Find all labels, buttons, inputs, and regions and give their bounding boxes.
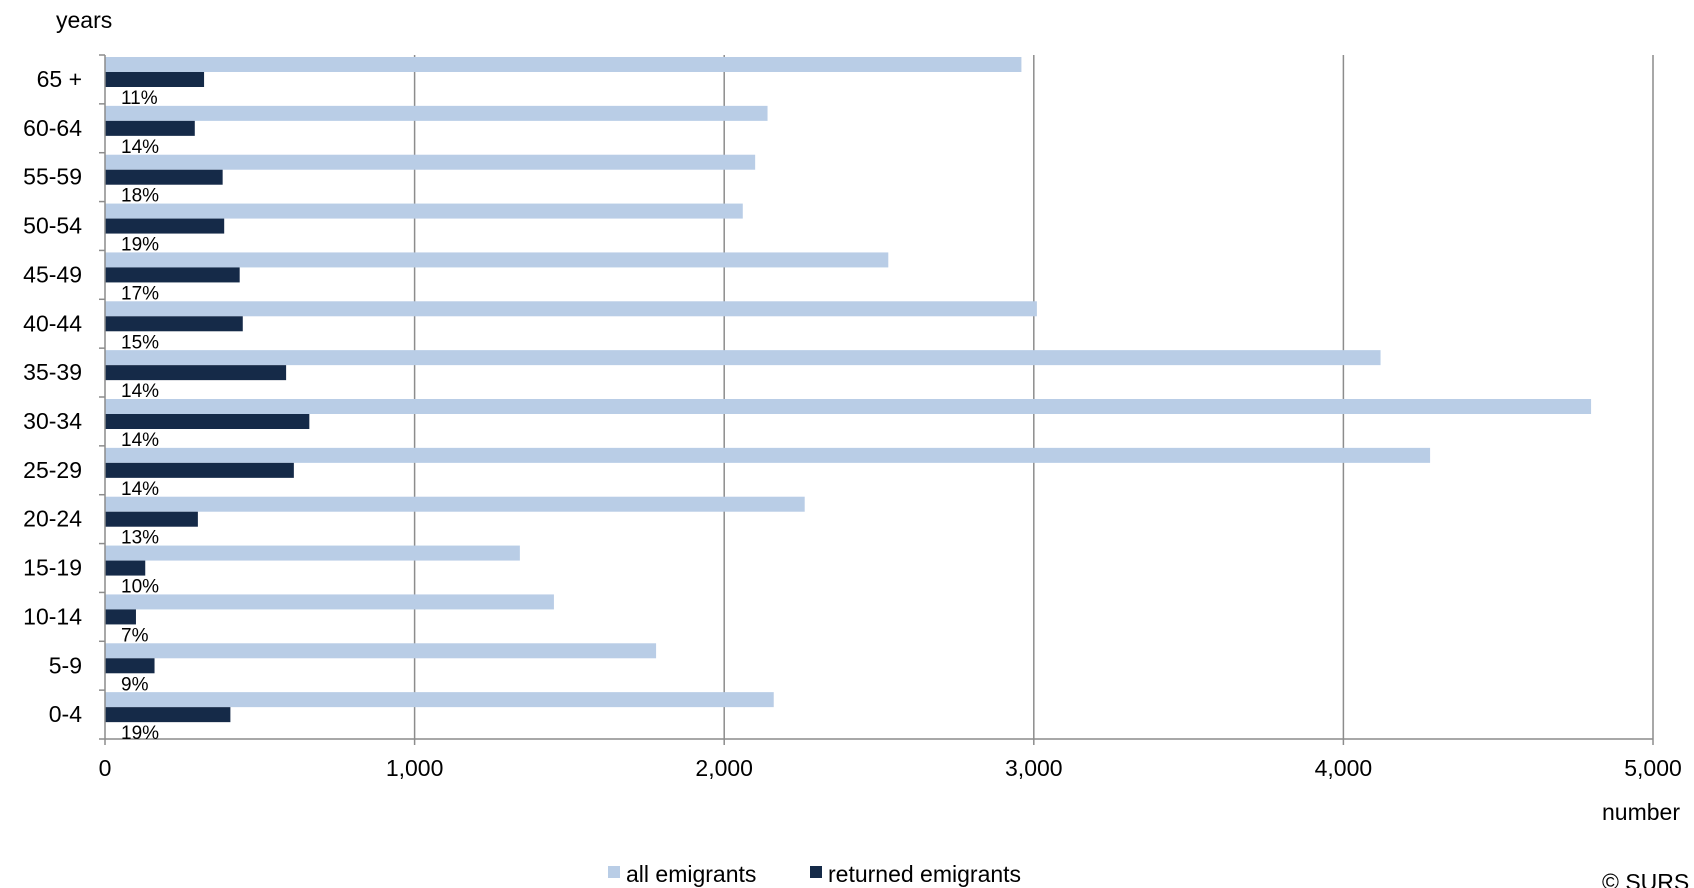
data-label-percent: 13% (121, 528, 159, 549)
bar-returned-emigrants (105, 267, 240, 283)
bar-all-emigrants (105, 545, 520, 561)
bar-returned-emigrants (105, 218, 225, 234)
data-label-percent: 11% (121, 88, 158, 109)
data-label-percent: 9% (121, 674, 149, 695)
bar-returned-emigrants (105, 72, 205, 87)
axes (99, 54, 1654, 745)
bar-all-emigrants (105, 447, 1431, 463)
bar-returned-emigrants (105, 707, 231, 723)
bar-all-emigrants (105, 594, 554, 610)
data-label-percent: 15% (121, 332, 159, 353)
data-label-percent: 19% (121, 723, 159, 744)
labels: 0 1,000 2,000 3,000 4,000 5,000 65 + 11% 60-64 14… (23, 66, 1682, 781)
bar-returned-emigrants (105, 511, 198, 527)
bar-returned-emigrants (105, 316, 243, 332)
category-label: 15-19 (23, 555, 82, 581)
bar-returned-emigrants (105, 560, 146, 576)
bar-all-emigrants (105, 57, 1022, 72)
copyright-notice: © SURS (1602, 869, 1689, 888)
category-label: 0-4 (49, 701, 82, 727)
legend-swatch-all-emigrants (608, 866, 620, 878)
x-tick-label: 1,000 (386, 755, 444, 781)
category-label: 5-9 (49, 652, 82, 678)
category-label: 45-49 (23, 261, 82, 287)
bar-returned-emigrants (105, 414, 310, 429)
data-label-percent: 14% (121, 479, 159, 500)
category-label: 65 + (37, 66, 82, 92)
data-label-percent: 18% (121, 186, 159, 207)
bar-all-emigrants (105, 105, 768, 121)
x-tick-label: 2,000 (695, 755, 753, 781)
x-axis-title: number (1602, 799, 1680, 825)
category-label: 30-34 (23, 408, 82, 434)
data-label-percent: 17% (121, 283, 159, 304)
bar-all-emigrants (105, 301, 1037, 317)
bar-all-emigrants (105, 399, 1592, 414)
bar-returned-emigrants (105, 462, 294, 478)
y-axis-title: years (56, 7, 112, 33)
category-label: 40-44 (23, 310, 82, 336)
data-label-percent: 10% (121, 577, 159, 598)
bar-returned-emigrants (105, 120, 195, 136)
legend-label-returned-emigrants: returned emigrants (828, 861, 1021, 887)
category-label: 10-14 (23, 603, 82, 629)
bar-all-emigrants (105, 203, 743, 219)
x-tick-label: 3,000 (1005, 755, 1063, 781)
category-label: 20-24 (23, 506, 82, 532)
bar-all-emigrants (105, 496, 805, 512)
legend: all emigrants returned emigrants (608, 861, 1021, 887)
data-label-percent: 7% (121, 625, 149, 646)
bar-all-emigrants (105, 692, 774, 708)
bar-all-emigrants (105, 154, 756, 170)
bar-returned-emigrants (105, 658, 155, 674)
category-label: 35-39 (23, 359, 82, 385)
legend-swatch-returned-emigrants (810, 866, 822, 878)
legend-label-all-emigrants: all emigrants (626, 861, 756, 887)
bar-returned-emigrants (105, 365, 287, 381)
bar-all-emigrants (105, 252, 889, 268)
data-label-percent: 14% (121, 381, 159, 402)
category-label: 25-29 (23, 457, 82, 483)
category-label: 55-59 (23, 164, 82, 190)
x-tick-label: 4,000 (1315, 755, 1373, 781)
bar-all-emigrants (105, 350, 1381, 366)
category-label: 60-64 (23, 115, 82, 141)
data-label-percent: 19% (121, 235, 159, 256)
x-tick-label: 5,000 (1624, 755, 1682, 781)
data-label-percent: 14% (121, 137, 159, 158)
x-tick-label: 0 (99, 755, 112, 781)
data-label-percent: 14% (121, 430, 159, 451)
bar-returned-emigrants (105, 609, 136, 625)
bar-returned-emigrants (105, 169, 223, 185)
bar-all-emigrants (105, 643, 657, 659)
category-label: 50-54 (23, 213, 82, 239)
bars (105, 57, 1592, 723)
